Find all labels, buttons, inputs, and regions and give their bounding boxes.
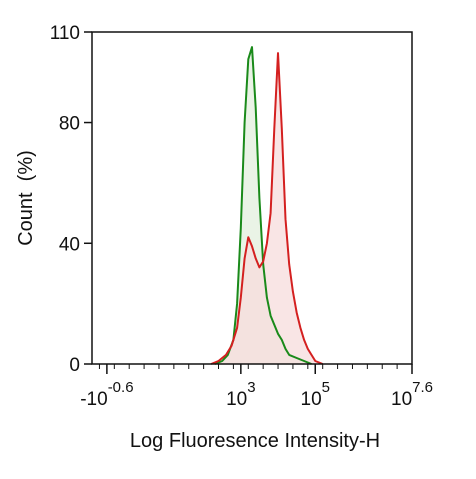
series-line-0 <box>214 46 312 365</box>
x-tick-label-1: 103 <box>226 379 255 410</box>
axis-layer <box>84 31 413 374</box>
x-tick-exponent-2: 5 <box>322 379 330 396</box>
series-fill-1 <box>211 53 323 364</box>
x-tick-label-0: -10-0.6 <box>80 379 133 410</box>
x-tick-label-3: 107.6 <box>391 379 433 410</box>
plot-frame <box>91 31 413 365</box>
x-tick-base-2: 10 <box>301 389 322 410</box>
y-tick-label-3: 110 <box>50 23 80 44</box>
x-axis-title: Log Fluoresence Intensity-H <box>130 430 380 452</box>
series-line-1 <box>210 52 324 365</box>
y-tick-label-1: 40 <box>59 234 80 255</box>
x-tick-exponent-3: 7.6 <box>412 379 433 396</box>
x-tick-label-2: 105 <box>301 379 330 410</box>
x-tick-exponent-0: -0.6 <box>108 379 134 396</box>
y-axis-title: Count (%) <box>15 150 37 246</box>
x-tick-exponent-1: 3 <box>247 379 255 396</box>
series-layer <box>210 46 324 365</box>
y-tick-label-2: 80 <box>59 114 80 135</box>
x-tick-base-0: -10 <box>80 389 107 410</box>
x-tick-base-3: 10 <box>391 389 412 410</box>
y-tick-label-0: 0 <box>69 355 80 376</box>
x-tick-base-1: 10 <box>226 389 247 410</box>
